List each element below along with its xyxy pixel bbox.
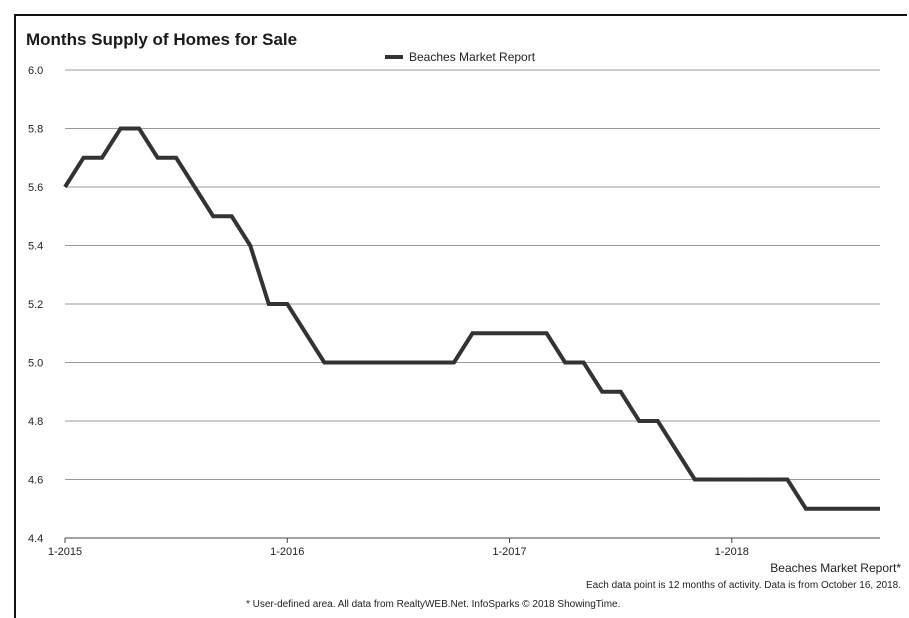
footer-series-label: Beaches Market Report* — [770, 561, 901, 575]
y-tick-label: 5.0 — [28, 358, 43, 370]
x-tick-label: 1-2018 — [715, 546, 749, 558]
series-line — [63, 126, 880, 511]
x-tick-label: 1-2015 — [48, 546, 82, 558]
footer-note: Each data point is 12 months of activity… — [586, 580, 901, 591]
y-tick-label: 6.0 — [28, 65, 43, 77]
y-tick-label: 5.8 — [28, 124, 43, 136]
chart-title: Months Supply of Homes for Sale — [26, 30, 298, 49]
legend-label: Beaches Market Report — [409, 50, 536, 64]
y-tick-label: 4.4 — [28, 533, 43, 545]
y-tick-label: 5.2 — [28, 299, 43, 311]
footer-credit: * User-defined area. All data from Realt… — [246, 599, 621, 610]
y-tick-label: 5.4 — [28, 241, 43, 253]
y-tick-label: 4.6 — [28, 475, 43, 487]
chart-frame — [14, 14, 907, 618]
x-tick-label: 1-2016 — [270, 546, 304, 558]
y-tick-label: 5.6 — [28, 182, 43, 194]
legend: Beaches Market Report — [385, 50, 535, 64]
legend-swatch — [385, 55, 403, 59]
x-tick-label: 1-2017 — [492, 546, 526, 558]
y-tick-label: 4.8 — [28, 416, 43, 428]
